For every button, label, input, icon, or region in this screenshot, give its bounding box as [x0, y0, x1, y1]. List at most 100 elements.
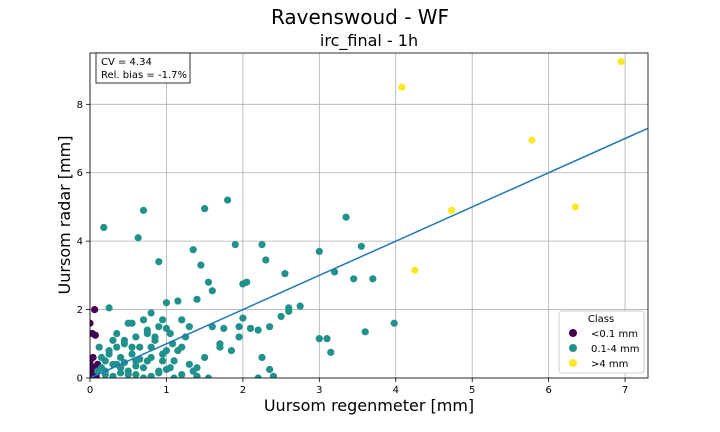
x-tick-label: 4 [393, 385, 399, 396]
data-point-series-1 [246, 324, 255, 332]
data-point-series-1 [231, 240, 239, 249]
data-point-series-1 [95, 343, 103, 351]
legend-label-low: <0.1 mm [591, 329, 638, 340]
legend-label-high: >4 mm [591, 359, 628, 370]
stats-annotation: CV = 4.34 Rel. bias = -1.7% [95, 52, 191, 84]
cv-text: CV = 4.34 [101, 57, 152, 68]
data-point-series-1 [197, 261, 205, 269]
data-point-series-1 [128, 343, 136, 351]
x-axis-label: Uursom regenmeter [mm] [264, 396, 474, 415]
data-point-series-1 [216, 343, 224, 351]
data-point-series-1 [109, 372, 117, 378]
data-point-series-1 [204, 374, 213, 378]
x-tick-label: 0 [87, 385, 93, 396]
rel-bias-text: Rel. bias = -1.7% [101, 70, 187, 81]
data-point-series-1 [323, 335, 331, 343]
data-point-series-1 [235, 323, 243, 331]
data-point-series-1 [266, 323, 274, 331]
data-point-series-1 [100, 223, 108, 232]
data-point-series-1 [201, 205, 209, 213]
data-point-series-1 [139, 364, 148, 372]
data-point-series-1 [361, 328, 369, 336]
data-point-series-1 [116, 353, 125, 362]
data-point-series-1 [132, 370, 140, 378]
data-point-series-1 [170, 374, 178, 378]
data-point-series-1 [258, 240, 266, 249]
data-point-series-2 [447, 206, 456, 214]
x-tick-label: 1 [163, 385, 169, 396]
data-point-series-1 [136, 343, 144, 351]
data-point-series-1 [178, 370, 186, 378]
legend-marker-low [569, 329, 577, 337]
data-point-series-1 [315, 247, 323, 256]
data-point-series-1 [281, 270, 289, 278]
x-tick-label: 6 [545, 385, 551, 396]
data-point-series-1 [204, 278, 213, 286]
data-point-series-1 [147, 372, 155, 378]
data-point-series-1 [113, 329, 121, 338]
data-point-series-1 [151, 336, 159, 344]
data-point-series-1 [162, 365, 171, 374]
data-point-series-1 [189, 367, 197, 375]
x-tick-label: 2 [240, 385, 246, 396]
y-tick-label: 6 [77, 168, 83, 179]
data-point-series-1 [174, 297, 182, 305]
data-point-series-1 [166, 329, 174, 338]
chart-subtitle: irc_final - 1h [320, 31, 418, 51]
data-point-series-1 [193, 295, 201, 303]
data-points [90, 57, 625, 378]
data-point-series-1 [159, 357, 167, 365]
data-point-series-1 [139, 206, 148, 214]
data-point-series-1 [155, 258, 163, 266]
data-point-series-1 [296, 302, 304, 310]
data-point-series-2 [617, 57, 625, 66]
data-point-series-1 [342, 213, 350, 221]
data-point-series-2 [398, 83, 406, 91]
data-point-series-1 [139, 374, 148, 378]
data-point-series-0 [90, 305, 99, 314]
data-point-series-1 [128, 350, 136, 358]
data-point-series-1 [185, 323, 193, 331]
data-point-series-2 [528, 136, 536, 144]
data-point-series-1 [357, 242, 365, 250]
data-point-series-1 [243, 278, 251, 286]
data-point-series-1 [201, 353, 209, 362]
data-point-series-1 [132, 362, 140, 370]
data-point-series-1 [97, 353, 106, 362]
data-point-series-1 [223, 196, 232, 204]
data-point-series-0 [91, 331, 99, 339]
data-point-series-1 [178, 316, 186, 324]
data-point-series-1 [269, 372, 278, 378]
legend-marker-high [569, 359, 577, 367]
data-point-series-1 [170, 357, 178, 365]
x-tick-label: 7 [622, 385, 628, 396]
x-tick-label: 5 [469, 385, 475, 396]
data-point-series-1 [143, 329, 151, 338]
y-tick-label: 8 [77, 100, 83, 111]
y-axis-label: Uursom radar [mm] [55, 136, 74, 295]
x-axis-ticks: 0 1 2 3 4 5 6 7 [87, 378, 628, 396]
data-point-series-1 [120, 336, 128, 344]
data-point-series-1 [143, 357, 151, 365]
data-point-series-1 [147, 309, 155, 317]
data-point-series-1 [116, 369, 125, 377]
data-point-series-1 [105, 304, 113, 312]
axes-frame [89, 52, 649, 379]
data-point-series-1 [155, 369, 163, 377]
data-point-series-1 [189, 246, 197, 254]
data-point-series-1 [285, 307, 293, 315]
data-point-series-1 [185, 360, 193, 368]
data-point-series-1 [390, 319, 398, 327]
data-point-series-0 [90, 353, 97, 362]
y-tick-label: 0 [77, 374, 83, 385]
data-point-series-1 [174, 347, 182, 355]
data-point-series-1 [350, 275, 358, 283]
legend-label-mid: 0.1-4 mm [591, 344, 640, 355]
y-tick-label: 2 [77, 305, 83, 316]
data-point-series-1 [258, 353, 266, 362]
data-point-series-1 [277, 312, 285, 321]
data-point-series-1 [109, 336, 117, 344]
data-point-series-1 [105, 347, 113, 355]
